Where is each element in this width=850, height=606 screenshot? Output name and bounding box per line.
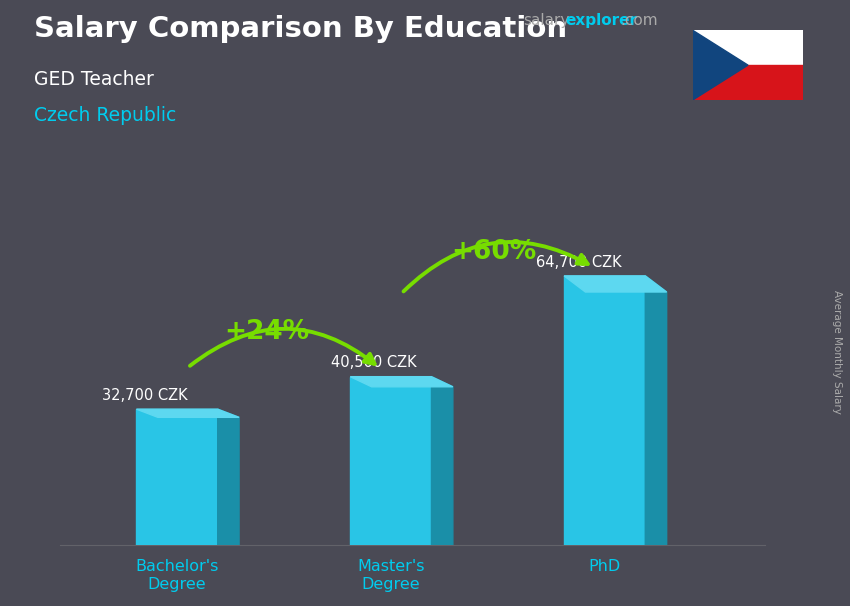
- Text: Average Monthly Salary: Average Monthly Salary: [832, 290, 842, 413]
- Bar: [350, 377, 432, 545]
- Polygon shape: [564, 276, 666, 292]
- Bar: [564, 276, 645, 545]
- Text: 32,700 CZK: 32,700 CZK: [102, 388, 188, 403]
- Bar: [137, 409, 218, 545]
- Polygon shape: [350, 377, 453, 387]
- Bar: [693, 30, 803, 65]
- Bar: [693, 65, 803, 100]
- Text: explorer: explorer: [565, 13, 638, 28]
- Text: salary: salary: [523, 13, 570, 28]
- Text: .com: .com: [620, 13, 658, 28]
- Text: +24%: +24%: [224, 319, 309, 345]
- Text: GED Teacher: GED Teacher: [34, 70, 154, 88]
- Text: Czech Republic: Czech Republic: [34, 106, 176, 125]
- Polygon shape: [645, 276, 666, 545]
- Polygon shape: [432, 377, 453, 545]
- FancyArrowPatch shape: [404, 242, 587, 291]
- Text: Salary Comparison By Education: Salary Comparison By Education: [34, 15, 567, 43]
- Polygon shape: [218, 409, 239, 545]
- Text: +60%: +60%: [450, 239, 536, 265]
- Text: 64,700 CZK: 64,700 CZK: [536, 255, 622, 270]
- Text: 40,500 CZK: 40,500 CZK: [331, 355, 416, 370]
- Polygon shape: [137, 409, 239, 418]
- Polygon shape: [693, 30, 748, 100]
- FancyArrowPatch shape: [190, 329, 375, 366]
